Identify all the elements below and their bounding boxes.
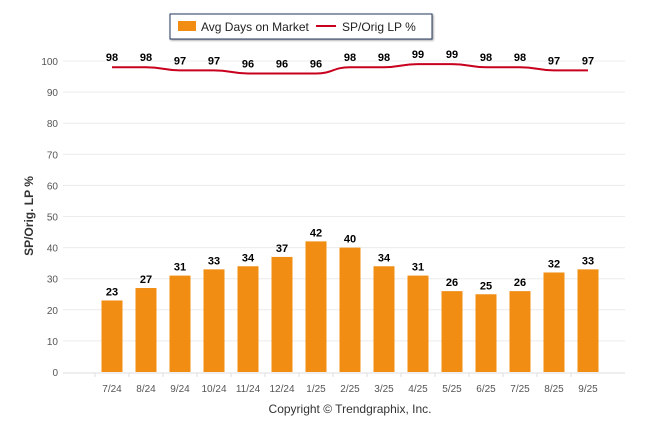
y-axis-ticks: 0 10 20 30 40 50 60 70 80 90 100: [41, 57, 58, 379]
bar-value-label: 37: [276, 243, 288, 255]
bar-data-labels: 23 27 31 33 34 37 42 40 34 31 26 25 26 32 33: [106, 227, 594, 298]
bar[interactable]: [101, 300, 123, 372]
line-value-label: 98: [106, 52, 118, 64]
y-tick-label: 40: [47, 244, 59, 255]
copyright-footer: Copyright © Trendgraphix, Inc.: [269, 402, 432, 416]
bar[interactable]: [543, 272, 565, 372]
y-tick-label: 60: [47, 181, 59, 192]
y-tick-label: 100: [41, 57, 58, 68]
sp-orig-lp-line[interactable]: [112, 63, 588, 75]
line-value-label: 97: [548, 55, 560, 67]
bar-value-label: 31: [174, 262, 186, 274]
x-tick-label: 7/24: [102, 384, 122, 395]
y-tick-label: 80: [47, 119, 59, 130]
legend[interactable]: Avg Days on Market SP/Orig LP %: [169, 13, 433, 40]
x-tick-label: 10/24: [201, 384, 226, 395]
bar[interactable]: [271, 256, 293, 372]
y-axis-label: SP/Orig. LP %: [22, 176, 36, 256]
bar[interactable]: [203, 269, 225, 372]
line-value-label: 98: [140, 52, 152, 64]
x-tick-label: 12/24: [269, 384, 294, 395]
line-value-label: 98: [378, 52, 390, 64]
bar-value-label: 34: [242, 252, 255, 264]
bar-value-label: 34: [378, 252, 391, 264]
x-tick-label: 3/25: [374, 384, 394, 395]
line-value-label: 97: [208, 55, 220, 67]
x-tick-label: 2/25: [340, 384, 360, 395]
y-tick-label: 50: [47, 213, 59, 224]
y-tick-label: 10: [47, 337, 59, 348]
line-value-label: 98: [480, 52, 492, 64]
line-value-label: 97: [582, 55, 594, 67]
x-tick-label: 1/25: [306, 384, 326, 395]
bar-value-label: 42: [310, 227, 322, 239]
line-data-labels: 98 98 97 97 96 96 96 98 98 99 99 98 98 97 97: [106, 49, 594, 70]
y-tick-label: 0: [52, 368, 58, 379]
x-tick-label: 8/24: [136, 384, 156, 395]
bar-value-label: 27: [140, 274, 152, 286]
bar-value-label: 33: [208, 255, 220, 267]
x-tick-label: 4/25: [408, 384, 428, 395]
line-value-label: 99: [412, 49, 424, 61]
line-value-label: 99: [446, 49, 458, 61]
x-axis-ticks: 7/24 8/24 9/24 10/24 11/24 12/24 1/25 2/25 3/25 4…: [94, 373, 598, 395]
x-tick-label: 6/25: [476, 384, 496, 395]
x-tick-label: 9/24: [170, 384, 190, 395]
line-value-label: 96: [310, 58, 322, 70]
bar[interactable]: [169, 275, 191, 372]
bar[interactable]: [475, 294, 497, 372]
x-tick-label: 11/24: [236, 384, 261, 395]
legend-label-sp: SP/Orig LP %: [342, 20, 416, 34]
x-tick-label: 5/25: [442, 384, 462, 395]
y-tick-label: 90: [47, 88, 59, 99]
y-tick-label: 30: [47, 275, 59, 286]
bar-value-label: 40: [344, 234, 356, 246]
gridlines: [63, 60, 625, 342]
bar-value-label: 26: [446, 277, 458, 289]
y-tick-label: 70: [47, 150, 59, 161]
line-value-label: 98: [514, 52, 526, 64]
x-tick-label: 7/25: [510, 384, 530, 395]
line-value-label: 97: [174, 55, 186, 67]
bar-value-label: 32: [548, 258, 560, 270]
bar[interactable]: [509, 291, 531, 372]
bar-value-label: 25: [480, 280, 492, 292]
bar[interactable]: [407, 275, 429, 372]
y-tick-label: 20: [47, 306, 59, 317]
bar[interactable]: [441, 291, 463, 372]
bar[interactable]: [305, 241, 327, 372]
bar-value-label: 26: [514, 277, 526, 289]
bar-value-label: 33: [582, 255, 594, 267]
line-value-label: 96: [276, 58, 288, 70]
line-value-label: 98: [344, 52, 356, 64]
x-tick-label: 9/25: [578, 384, 598, 395]
legend-label-days: Avg Days on Market: [201, 20, 309, 34]
bar[interactable]: [237, 266, 259, 372]
bar[interactable]: [373, 266, 395, 372]
bar[interactable]: [339, 247, 361, 372]
bar-value-label: 23: [106, 286, 118, 298]
legend-bar-swatch: [178, 21, 196, 31]
x-tick-label: 8/25: [544, 384, 564, 395]
line-series: [112, 63, 588, 75]
line-value-label: 96: [242, 58, 254, 70]
bar[interactable]: [577, 269, 599, 372]
bar-series: [101, 241, 599, 372]
legend-box: [169, 13, 433, 40]
bar[interactable]: [135, 288, 157, 372]
bar-value-label: 31: [412, 262, 424, 274]
